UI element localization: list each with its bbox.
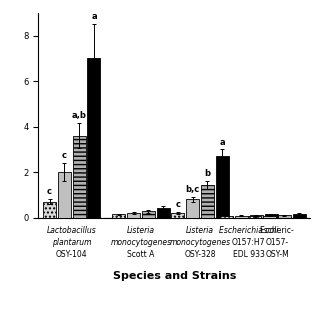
Bar (265, 214, 277, 218)
Text: Listeria: Listeria (186, 226, 214, 235)
Bar (278, 215, 291, 218)
Bar (43, 202, 56, 218)
Text: b,c: b,c (186, 185, 200, 194)
Bar (87, 58, 100, 218)
Bar (186, 199, 199, 218)
Text: b: b (204, 169, 211, 178)
Text: O157-: O157- (266, 238, 289, 247)
Bar (235, 216, 248, 218)
Text: Species and Strains: Species and Strains (113, 271, 236, 281)
Bar (220, 216, 233, 218)
Bar (263, 216, 276, 218)
Bar (157, 208, 170, 218)
Bar (142, 212, 155, 218)
Bar (250, 215, 263, 218)
Text: Escheric-: Escheric- (260, 226, 294, 235)
Bar (73, 136, 86, 218)
Bar (201, 185, 214, 218)
Text: monocytogenes: monocytogenes (170, 238, 231, 247)
Text: plantarum: plantarum (52, 238, 92, 247)
Bar (112, 214, 125, 218)
Text: c: c (47, 187, 52, 196)
Bar (127, 213, 140, 218)
Text: Lactobacillus: Lactobacillus (47, 226, 97, 235)
Text: OSY-M: OSY-M (265, 250, 289, 260)
Text: Escherichia coli: Escherichia coli (219, 226, 278, 235)
Bar (58, 172, 71, 218)
Bar (248, 216, 261, 218)
Text: Scott A: Scott A (127, 250, 155, 260)
Bar (293, 214, 306, 218)
Text: OSY-104: OSY-104 (56, 250, 88, 260)
Text: O157:H7: O157:H7 (232, 238, 266, 247)
Text: c: c (62, 151, 67, 160)
Text: a: a (91, 12, 97, 21)
Bar (216, 156, 229, 218)
Text: monocytogenes: monocytogenes (110, 238, 172, 247)
Text: OSY-328: OSY-328 (184, 250, 216, 260)
Text: EDL 933: EDL 933 (233, 250, 265, 260)
Text: a: a (220, 138, 225, 147)
Text: c: c (175, 200, 180, 209)
Bar (171, 212, 184, 218)
Text: a,b: a,b (72, 111, 87, 120)
Text: Listeria: Listeria (127, 226, 155, 235)
